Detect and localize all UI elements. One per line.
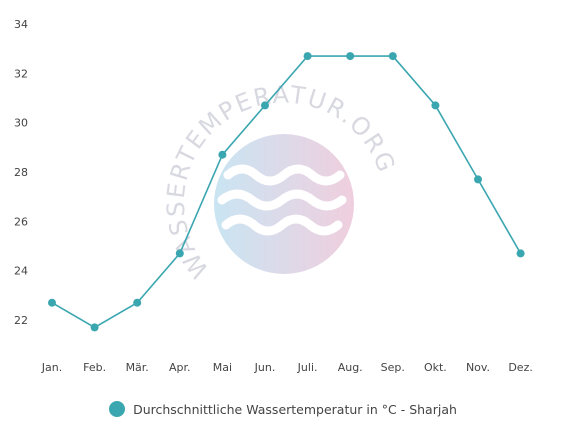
data-point[interactable] bbox=[516, 249, 525, 258]
legend-label: Durchschnittliche Wassertemperatur in °C… bbox=[133, 401, 457, 417]
y-tick-label: 34 bbox=[14, 18, 28, 31]
y-tick-label: 22 bbox=[14, 314, 28, 327]
legend: Durchschnittliche Wassertemperatur in °C… bbox=[0, 398, 566, 420]
data-point[interactable] bbox=[90, 323, 99, 332]
legend-marker-icon bbox=[109, 401, 126, 417]
data-point[interactable] bbox=[133, 298, 142, 307]
data-point[interactable] bbox=[474, 175, 482, 184]
data-point[interactable] bbox=[346, 52, 355, 61]
data-point[interactable] bbox=[303, 52, 312, 61]
data-point[interactable] bbox=[261, 101, 269, 110]
y-tick-label: 32 bbox=[14, 67, 28, 80]
data-point[interactable] bbox=[218, 150, 227, 159]
data-point[interactable] bbox=[48, 298, 56, 307]
series-line bbox=[51, 55, 522, 329]
y-tick-label: 24 bbox=[14, 265, 28, 278]
watermark-logo: WASSERTEMPERATUR.ORG bbox=[162, 81, 399, 284]
data-point[interactable] bbox=[388, 52, 397, 61]
y-tick-label: 30 bbox=[14, 117, 28, 130]
x-tick-label: Juli. bbox=[297, 361, 318, 374]
x-tick-label: Nov. bbox=[466, 361, 490, 374]
data-point[interactable] bbox=[175, 249, 184, 258]
x-tick-label: Feb. bbox=[83, 361, 106, 374]
x-tick-label: Okt. bbox=[424, 361, 447, 374]
x-tick-label: Aug. bbox=[338, 361, 363, 374]
x-tick-label: Jun. bbox=[254, 361, 276, 374]
x-tick-label: Mai bbox=[213, 361, 232, 374]
x-tick-label: Jan. bbox=[41, 361, 62, 374]
x-tick-label: Apr. bbox=[169, 361, 191, 374]
x-tick-label: Sep. bbox=[381, 361, 405, 374]
x-tick-label: Dez. bbox=[508, 361, 533, 374]
x-tick-label: Mär. bbox=[126, 361, 149, 374]
y-tick-label: 26 bbox=[14, 215, 28, 228]
y-tick-label: 28 bbox=[14, 166, 28, 179]
data-point[interactable] bbox=[431, 101, 440, 110]
